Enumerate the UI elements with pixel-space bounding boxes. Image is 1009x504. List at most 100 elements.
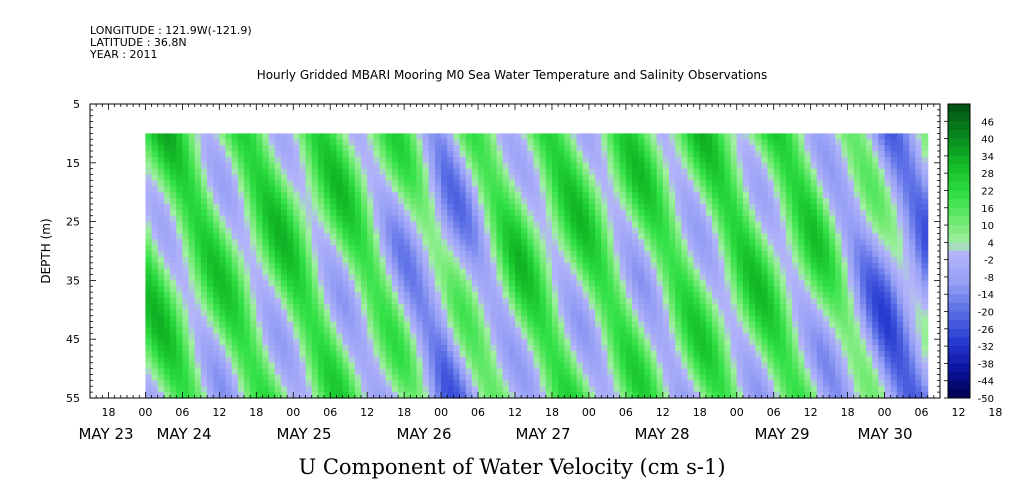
heatmap-cell [582,280,590,287]
heatmap-cell [262,256,270,264]
heatmap-cell [595,209,602,217]
heatmap-cell [786,162,793,170]
heatmap-cell [619,245,627,252]
heatmap-cell [773,174,781,182]
heatmap-cell [496,233,504,240]
heatmap-cell [724,274,732,281]
heatmap-cell [625,309,633,317]
heatmap-cell [576,339,584,346]
heatmap-cell [742,133,750,140]
heatmap-cell [342,145,350,152]
heatmap-cell [521,174,528,182]
heatmap-cell [786,380,793,387]
heatmap-cell [551,303,559,311]
heatmap-cell [699,280,707,287]
heatmap-cell [681,221,689,229]
heatmap-cell [207,280,214,287]
heatmap-cell [145,151,153,158]
heatmap-cell [200,192,208,199]
heatmap-cell [200,245,208,252]
heatmap-cell [595,256,602,264]
heatmap-cell [330,133,337,140]
heatmap-cell [157,233,165,240]
heatmap-cell [330,386,337,393]
heatmap-cell [478,303,485,311]
heatmap-cell [681,239,689,246]
heatmap-cell [256,280,264,287]
heatmap-cell [681,198,689,205]
heatmap-cell [816,333,824,340]
heatmap-cell [705,327,713,334]
heatmap-cell [188,251,196,258]
heatmap-cell [693,321,701,329]
heatmap-cell [231,327,239,334]
heatmap-cell [668,139,676,146]
heatmap-cell [693,339,701,346]
heatmap-cell [330,298,337,305]
heatmap-cell [564,268,572,276]
heatmap-cell [225,298,233,305]
heatmap-cell [447,274,455,281]
heatmap-cell [145,356,153,364]
heatmap-cell [410,298,418,305]
heatmap-cell [416,145,424,152]
heatmap-cell [619,345,627,352]
heatmap-cell [268,368,276,376]
heatmap-cell [650,262,658,270]
heatmap-cell [428,362,436,370]
heatmap-cell [595,280,602,287]
heatmap-cell [490,386,498,393]
heatmap-cell [718,368,726,376]
heatmap-cell [638,186,645,193]
heatmap-cell [644,221,652,229]
heatmap-cell [287,315,294,323]
heatmap-cell [256,268,264,276]
heatmap-cell [447,303,455,311]
heatmap-cell [428,180,436,187]
heatmap-cell [601,345,608,352]
heatmap-cell [243,392,251,399]
heatmap-cell [188,203,196,211]
heatmap-cell [416,362,424,370]
heatmap-cell [170,245,177,252]
heatmap-cell [613,203,621,211]
heatmap-cell [619,350,627,358]
heatmap-cell [607,180,615,187]
heatmap-cell [619,145,627,152]
heatmap-cell [749,380,756,387]
heatmap-cell [256,233,264,240]
heatmap-cell [570,145,578,152]
heatmap-cell [662,356,670,364]
heatmap-cell [410,368,418,376]
heatmap-cell [465,209,473,217]
heatmap-cell [607,156,615,164]
heatmap-cell [280,262,288,270]
heatmap-cell [243,339,251,346]
heatmap-cell [502,151,510,158]
heatmap-cell [613,186,621,193]
heatmap-cell [650,203,658,211]
heatmap-cell [792,356,799,364]
heatmap-cell [391,392,399,399]
heatmap-cell [434,268,442,276]
heatmap-cell [237,251,245,258]
heatmap-cell [545,174,553,182]
heatmap-cell [755,345,762,352]
heatmap-cell [262,133,270,140]
heatmap-cell [478,174,485,182]
heatmap-cell [465,256,473,264]
heatmap-cell [527,174,535,182]
heatmap-cell [712,339,719,346]
heatmap-cell [213,227,220,234]
heatmap-cell [632,139,639,146]
heatmap-cell [219,274,227,281]
heatmap-cell [176,251,183,258]
heatmap-cell [484,256,491,264]
heatmap-cell [170,256,177,264]
heatmap-cell [718,245,726,252]
heatmap-cell [200,350,208,358]
heatmap-cell [668,168,676,176]
heatmap-cell [225,321,233,329]
heatmap-cell [490,268,498,276]
heatmap-cell [367,368,374,376]
